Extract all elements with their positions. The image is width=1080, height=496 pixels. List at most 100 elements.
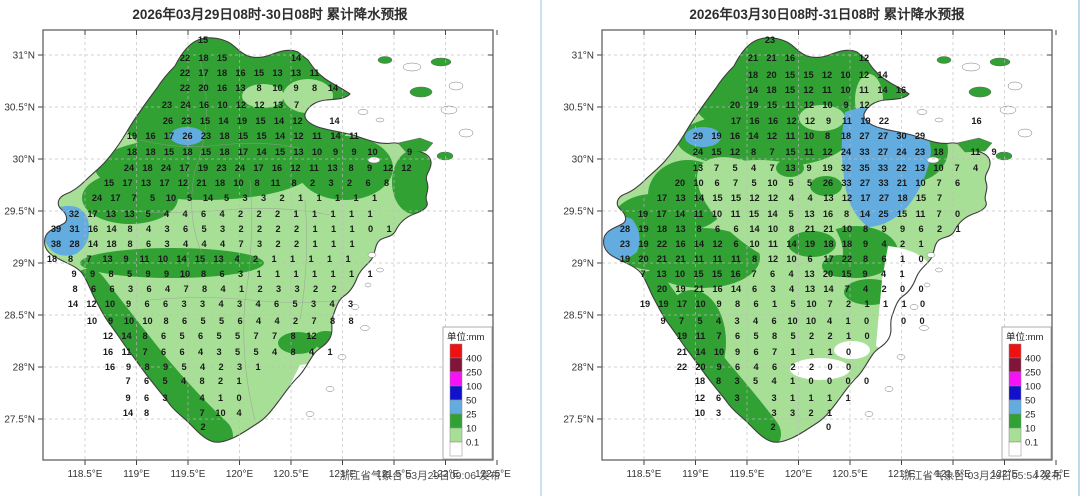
precip-grid-value: 16: [272, 163, 282, 173]
precip-grid-value: 5: [181, 362, 186, 372]
precip-grid-value: 13: [291, 68, 301, 78]
precip-grid-value: 10: [695, 408, 705, 418]
precip-grid-value: 11: [804, 147, 814, 157]
right-edge-divider: [1078, 0, 1080, 496]
precip-grid-value: 2: [790, 362, 795, 372]
precip-grid-value: 14: [694, 193, 705, 203]
precip-grid-value: 1: [846, 331, 851, 341]
legend-swatch: [449, 385, 463, 401]
y-axis-label: 29.5°N: [563, 207, 594, 218]
y-axis-label: 30.5°N: [563, 103, 594, 114]
precip-grid-value: 14: [748, 131, 759, 141]
precip-grid-value: 8: [751, 147, 756, 157]
precip-grid-value: 1: [308, 254, 313, 264]
precip-grid-value: 5: [201, 224, 206, 234]
precip-grid-value: 14: [291, 53, 302, 63]
precip-grid-value: 17: [198, 68, 208, 78]
precip-grid-value: 1: [809, 347, 814, 357]
precip-grid-value: 21: [766, 53, 776, 63]
precip-grid-value: 6: [733, 224, 738, 234]
precip-grid-value: 1: [827, 393, 832, 403]
precip-grid-value: 8: [716, 376, 721, 386]
precip-grid-value: 20: [730, 100, 740, 110]
y-axis-label: 29°N: [13, 259, 35, 270]
x-axis-label: 121.5°E: [935, 469, 971, 480]
precip-grid-value: 1: [290, 254, 295, 264]
precip-grid-value: 26: [163, 116, 173, 126]
precip-grid-value: 19: [237, 116, 247, 126]
precip-grid-value: 3: [771, 393, 776, 403]
y-axis-label: 31°N: [13, 51, 35, 62]
precip-grid-value: 38: [51, 239, 61, 249]
precip-grid-value: 4: [164, 209, 170, 219]
precip-grid-value: 12: [804, 100, 814, 110]
y-axis-label: 27.5°N: [563, 415, 594, 426]
precip-grid-value: 8: [772, 331, 777, 341]
precip-grid-value: 13: [293, 147, 303, 157]
precip-grid-value: 4: [234, 254, 240, 264]
precip-grid-value: 14: [88, 239, 99, 249]
precip-grid-value: 8: [108, 269, 113, 279]
precip-grid-value: 2: [200, 422, 205, 432]
legend-threshold-label: 50: [1025, 396, 1036, 407]
precip-grid-value: 23: [216, 163, 226, 173]
precip-grid-value: 7: [772, 347, 777, 357]
precip-grid-value: 4: [827, 316, 833, 326]
precip-grid-value: 12: [859, 53, 869, 63]
precip-grid-value: 18: [182, 147, 192, 157]
precip-grid-value: 19: [822, 163, 832, 173]
precip-grid-value: 21: [196, 178, 206, 188]
precip-grid-value: 18: [215, 178, 225, 188]
x-axis-label: 121°E: [329, 469, 357, 480]
x-axis-label: 120.5°E: [273, 469, 309, 480]
precip-grid-value: 10: [915, 178, 925, 188]
precip-grid-value: 1: [331, 224, 336, 234]
precip-grid-value: 4: [181, 376, 187, 386]
precip-grid-value: 21: [677, 347, 687, 357]
precip-grid-value: 6: [716, 393, 721, 403]
precip-grid-value: 11: [859, 85, 869, 95]
precip-grid-value: 5: [790, 331, 795, 341]
plot-border: [42, 29, 494, 461]
precip-grid-value: 6: [733, 239, 738, 249]
precip-grid-value: 13: [235, 83, 245, 93]
precip-grid-value: 26: [182, 131, 192, 141]
precip-grid-value: 6: [770, 269, 775, 279]
precip-grid-value: 8: [127, 224, 132, 234]
precip-grid-value: 3: [770, 284, 775, 294]
precip-grid-value: 10: [217, 100, 227, 110]
precip-grid-value: 1: [255, 362, 260, 372]
precip-grid-value: 9: [164, 269, 169, 279]
precip-grid-value: 9: [90, 269, 95, 279]
precip-grid-value: 10: [714, 347, 724, 357]
precip-grid-value: 1: [353, 193, 358, 203]
precip-grid-value: 6: [752, 284, 757, 294]
precip-grid-value: 11: [916, 209, 926, 219]
precip-grid-value: 1: [372, 193, 377, 203]
precip-grid-value: 6: [109, 284, 114, 294]
precip-grid-value: 11: [696, 331, 706, 341]
precip-grid-value: 9: [900, 224, 905, 234]
x-axis-label: 119.5°E: [171, 469, 206, 480]
precip-grid-value: 17: [657, 193, 667, 203]
precip-grid-value: 18: [217, 68, 227, 78]
y-axis-label: 28°N: [572, 363, 594, 374]
issuer-attribution-day2: 浙江省气象台 03月29日05:54 发布: [901, 470, 1062, 482]
precip-grid-value: 2: [275, 224, 280, 234]
precip-grid-value: 15: [785, 147, 795, 157]
precip-grid-value: 15: [767, 100, 777, 110]
precip-grid-value: 3: [734, 376, 739, 386]
precip-grid-value: 4: [788, 269, 794, 279]
precip-grid-value: 10: [933, 163, 943, 173]
y-axis-label: 28°N: [13, 363, 35, 374]
precip-grid-value: 8: [863, 224, 868, 234]
precip-grid-value: 29: [915, 131, 925, 141]
precip-grid-value: 1: [349, 269, 354, 279]
x-axis-label: 122.5°E: [1034, 469, 1070, 480]
x-axis-label: 122°E: [991, 469, 1019, 480]
precip-grid-value: 8: [735, 299, 740, 309]
precip-grid-value: 10: [166, 193, 176, 203]
precip-grid-value: 4: [198, 347, 204, 357]
precip-grid-value: 11: [694, 254, 704, 264]
precip-grid-value: 16: [217, 83, 227, 93]
